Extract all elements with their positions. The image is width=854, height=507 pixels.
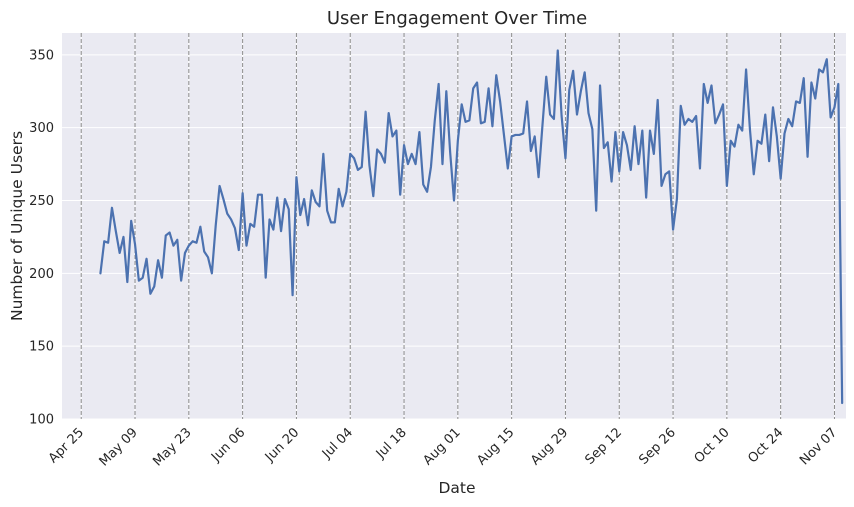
x-tick-label: Jul 04 xyxy=(319,425,356,462)
x-tick-label: Jun 20 xyxy=(262,425,302,465)
y-tick-label: 150 xyxy=(29,340,54,355)
x-tick-labels: Apr 25 May 09 May 23 Jun 06 Jun 20 Jul 04 Jul … xyxy=(46,425,840,469)
x-tick-label: May 09 xyxy=(97,425,141,469)
x-tick-label: Nov 07 xyxy=(797,425,840,468)
y-tick-labels: 100 150 200 250 300 350 xyxy=(29,48,54,427)
x-tick-label: Apr 25 xyxy=(46,425,87,466)
x-axis-label: Date xyxy=(438,479,475,497)
x-tick-label: May 23 xyxy=(150,425,194,469)
x-tick-label: Sep 12 xyxy=(583,425,626,468)
x-tick-label: Sep 26 xyxy=(636,425,679,468)
chart-title: User Engagement Over Time xyxy=(327,8,587,29)
x-tick-label: Aug 01 xyxy=(420,425,463,468)
x-tick-label: Oct 10 xyxy=(692,425,733,466)
x-tick-label: Jun 06 xyxy=(208,425,248,465)
x-tick-label: Aug 15 xyxy=(474,425,517,468)
y-tick-label: 100 xyxy=(29,413,54,428)
y-axis-label: Number of Unique Users xyxy=(8,131,26,321)
x-tick-label: Jul 18 xyxy=(373,425,410,462)
y-tick-label: 250 xyxy=(29,194,54,209)
plot-background xyxy=(62,33,846,419)
y-tick-label: 300 xyxy=(29,121,54,136)
y-tick-label: 200 xyxy=(29,267,54,282)
x-tick-label: Aug 29 xyxy=(528,425,571,468)
series-line xyxy=(99,49,844,405)
series-layer xyxy=(99,49,844,405)
x-tick-label: Oct 24 xyxy=(745,425,786,466)
y-tick-label: 350 xyxy=(29,48,54,63)
date-reference-lines xyxy=(80,33,835,419)
